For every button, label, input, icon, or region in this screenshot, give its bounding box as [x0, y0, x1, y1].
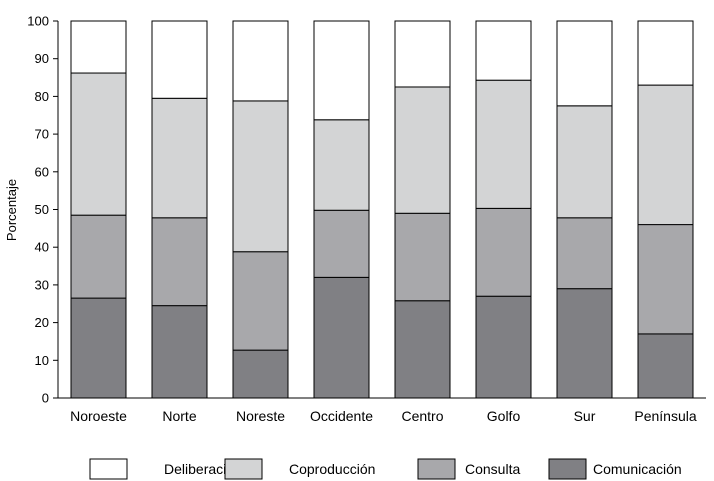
legend-swatch	[89, 458, 128, 480]
y-tick-label: 70	[35, 127, 49, 142]
bar-segment-deliberacion	[313, 20, 370, 121]
bar-segment-comunicacion	[151, 305, 208, 399]
bar-segment-comunicacion	[475, 295, 532, 399]
legend-label: Consulta	[465, 461, 520, 477]
bar-segment-consulta	[394, 212, 451, 302]
legend-label: Comunicación	[593, 461, 682, 477]
bar-segment-deliberacion	[475, 20, 532, 81]
bar-group-noroeste	[70, 20, 127, 399]
bar-segment-deliberacion	[151, 20, 208, 99]
bar-segment-consulta	[70, 214, 127, 299]
bar-segment-comunicacion	[637, 333, 694, 399]
bar-segment-coproduccion	[313, 119, 370, 211]
bar-segment-coproduccion	[637, 84, 694, 226]
y-tick-label: 30	[35, 277, 49, 292]
y-tick-label: 10	[35, 353, 49, 368]
x-tick-label: Centro	[401, 408, 443, 424]
x-tick-label: Noreste	[236, 408, 285, 424]
bar-segment-comunicacion	[394, 300, 451, 399]
x-tick-label: Península	[634, 408, 696, 424]
y-tick-label: 50	[35, 202, 49, 217]
y-axis: 0 10 20 30 40 50 60 70 80 90 100	[27, 14, 706, 406]
bar-segment-consulta	[556, 217, 613, 290]
bar-group-occidente	[313, 20, 370, 399]
bar-segment-comunicacion	[313, 276, 370, 399]
y-axis-title: Porcentaje	[4, 179, 19, 241]
x-tick-label: Sur	[574, 408, 596, 424]
legend: Deliberación Coproducción Consulta Comunica…	[89, 458, 682, 480]
bar-segment-coproduccion	[151, 97, 208, 219]
bar-segment-coproduccion	[70, 72, 127, 216]
y-tick-label: 0	[42, 391, 49, 406]
bar-segment-deliberacion	[394, 20, 451, 88]
legend-label: Deliberación	[164, 461, 242, 477]
legend-item-coproduccion: Coproducción	[224, 458, 375, 480]
legend-swatch	[417, 458, 456, 480]
bar-group-centro	[394, 20, 451, 399]
bar-segment-coproduccion	[556, 105, 613, 219]
bar-segment-deliberacion	[70, 20, 127, 74]
bar-segment-comunicacion	[70, 297, 127, 399]
y-tick-label: 100	[27, 14, 49, 29]
y-tick-label: 80	[35, 89, 49, 104]
bar-segment-consulta	[232, 251, 289, 351]
bar-group-golfo	[475, 20, 532, 399]
legend-swatch	[224, 458, 263, 480]
bar-segment-consulta	[475, 207, 532, 297]
legend-item-consulta: Consulta	[417, 458, 520, 480]
y-tick-label: 90	[35, 51, 49, 66]
bar-segment-comunicacion	[232, 349, 289, 399]
bar-segment-coproduccion	[475, 79, 532, 209]
bar-group-noreste	[232, 20, 289, 399]
bar-segment-comunicacion	[556, 288, 613, 399]
x-tick-label: Golfo	[487, 408, 521, 424]
x-tick-label: Noroeste	[70, 408, 127, 424]
bar-segment-consulta	[637, 224, 694, 335]
y-tick-label: 20	[35, 315, 49, 330]
legend-item-comunicacion: Comunicación	[548, 458, 682, 480]
bar-segment-deliberacion	[232, 20, 289, 102]
bar-group-sur	[556, 20, 613, 399]
x-tick-label: Occidente	[310, 408, 373, 424]
y-tick-label: 60	[35, 164, 49, 179]
legend-label: Coproducción	[289, 461, 375, 477]
bar-segment-deliberacion	[556, 20, 613, 107]
x-tick-label: Norte	[162, 408, 196, 424]
legend-swatch	[548, 458, 587, 480]
bar-segment-coproduccion	[394, 86, 451, 214]
bar-segment-consulta	[313, 209, 370, 278]
y-tick-label: 40	[35, 240, 49, 255]
bars-layer	[70, 20, 694, 399]
bar-segment-deliberacion	[637, 20, 694, 86]
bar-segment-coproduccion	[232, 100, 289, 253]
bar-group-peninsula	[637, 20, 694, 399]
bar-segment-consulta	[151, 217, 208, 307]
x-axis-labels: Noroeste Norte Noreste Occidente Centro Golfo…	[70, 408, 697, 424]
bar-group-norte	[151, 20, 208, 399]
legend-item-deliberacion: Deliberación	[89, 458, 242, 480]
